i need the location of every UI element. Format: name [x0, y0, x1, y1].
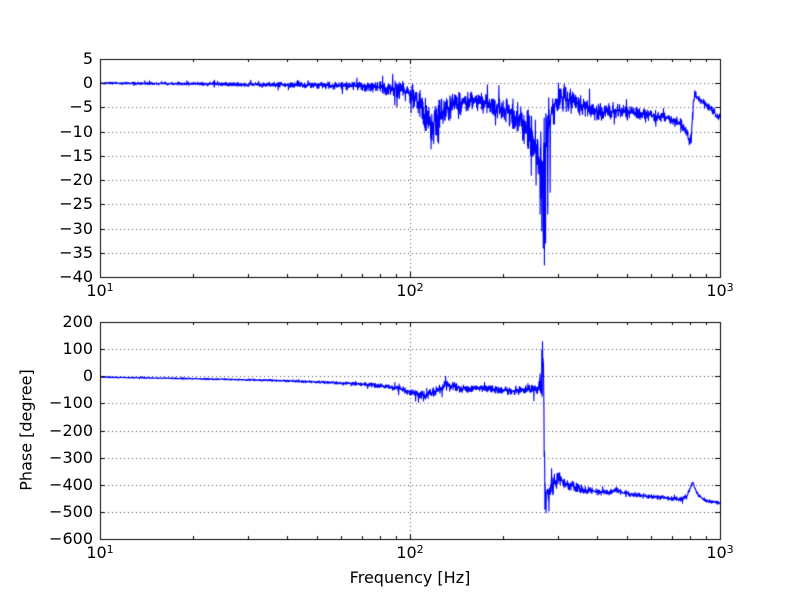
bode-plot-figure: Phase [degree] Frequency [Hz] 5 0 −5 −10 −15… — [0, 0, 800, 600]
bode-plot-canvas — [0, 0, 800, 600]
